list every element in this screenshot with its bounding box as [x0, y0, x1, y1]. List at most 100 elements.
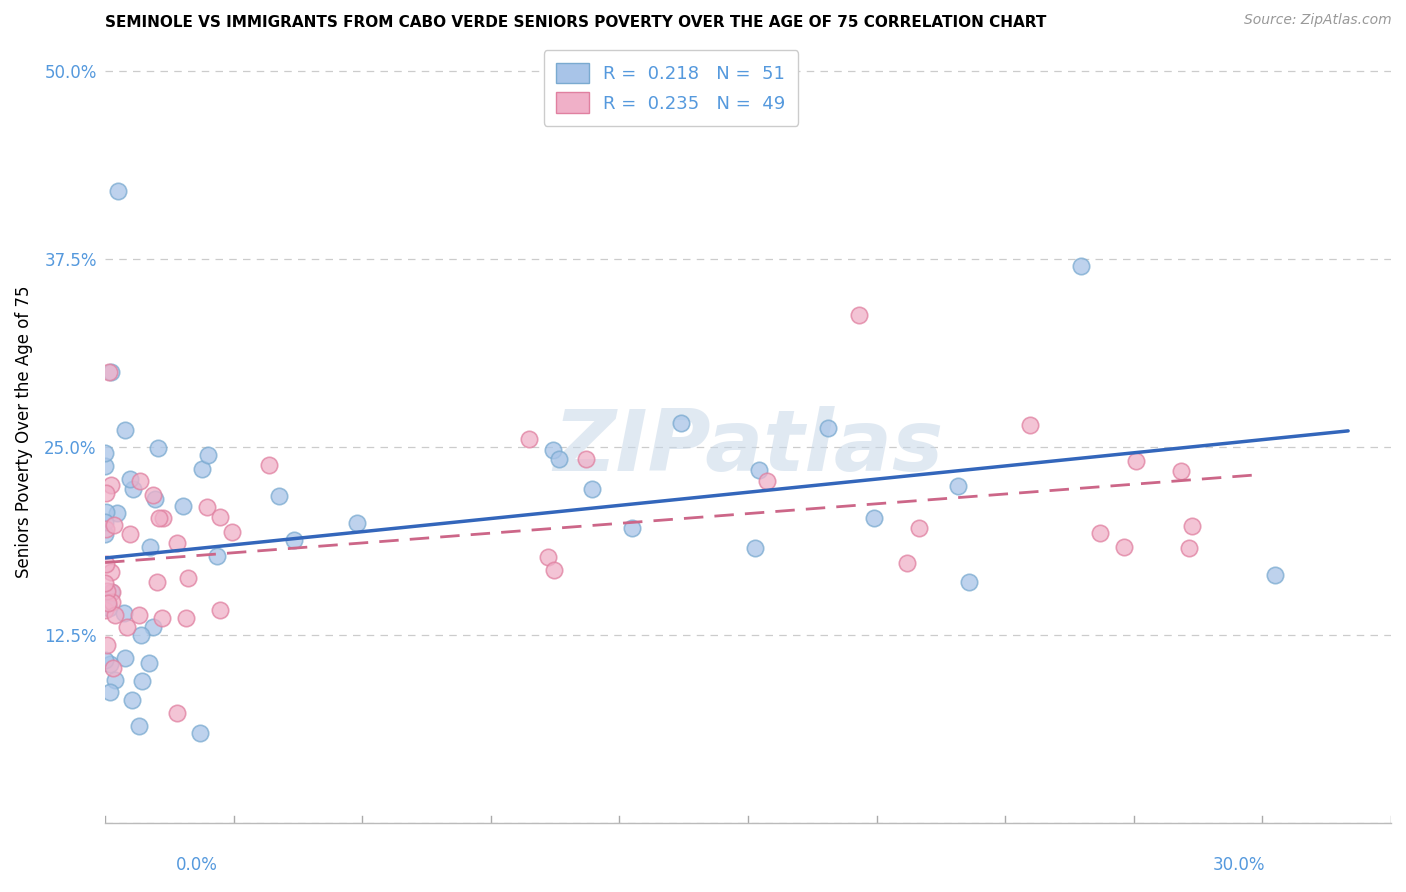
Point — [150, 611, 173, 625]
Point — [1125, 454, 1147, 468]
Point — [1090, 525, 1112, 540]
Point — [101, 584, 124, 599]
Point — [96, 639, 118, 653]
Point — [94, 603, 117, 617]
Point — [94, 575, 117, 590]
Point — [94, 527, 117, 541]
Point — [1178, 541, 1201, 556]
Point — [817, 421, 839, 435]
Point — [128, 474, 150, 488]
Point — [190, 462, 212, 476]
Point — [946, 478, 969, 492]
Point — [257, 458, 280, 473]
Point — [1112, 541, 1135, 555]
Point — [107, 185, 129, 199]
Point — [581, 482, 603, 496]
Point — [748, 463, 770, 477]
Legend: R =  0.218   N =  51, R =  0.235   N =  49: R = 0.218 N = 51, R = 0.235 N = 49 — [544, 50, 799, 126]
Y-axis label: Seniors Poverty Over the Age of 75: Seniors Poverty Over the Age of 75 — [15, 286, 32, 578]
Point — [146, 574, 169, 589]
Point — [172, 499, 194, 513]
Point — [166, 706, 188, 720]
Point — [152, 511, 174, 525]
Point — [1170, 464, 1192, 478]
Point — [96, 584, 118, 599]
Point — [744, 541, 766, 556]
Point — [166, 536, 188, 550]
Point — [100, 585, 122, 599]
Point — [128, 719, 150, 733]
Point — [120, 472, 142, 486]
Point — [190, 726, 212, 740]
Point — [118, 526, 141, 541]
Point — [209, 603, 232, 617]
Point — [104, 608, 127, 623]
Point — [103, 661, 125, 675]
Point — [97, 596, 120, 610]
Point — [620, 521, 643, 535]
Point — [94, 522, 117, 536]
Point — [100, 565, 122, 579]
Point — [848, 308, 870, 322]
Point — [907, 521, 929, 535]
Point — [346, 516, 368, 530]
Point — [94, 486, 117, 500]
Point — [145, 491, 167, 506]
Text: 30.0%: 30.0% — [1213, 856, 1265, 874]
Point — [104, 673, 127, 688]
Text: Source: ZipAtlas.com: Source: ZipAtlas.com — [1244, 13, 1392, 28]
Point — [112, 607, 135, 621]
Point — [177, 571, 200, 585]
Point — [174, 610, 197, 624]
Point — [100, 478, 122, 492]
Point — [114, 423, 136, 437]
Point — [197, 448, 219, 462]
Point — [541, 443, 564, 458]
Point — [142, 620, 165, 634]
Point — [1018, 417, 1040, 432]
Point — [575, 451, 598, 466]
Point — [94, 589, 117, 603]
Point — [205, 549, 228, 563]
Point — [121, 693, 143, 707]
Point — [100, 365, 122, 379]
Point — [139, 540, 162, 554]
Point — [138, 656, 160, 670]
Point — [122, 482, 145, 496]
Point — [756, 474, 779, 488]
Point — [103, 518, 125, 533]
Point — [195, 500, 218, 514]
Point — [131, 628, 153, 642]
Point — [98, 685, 121, 699]
Point — [114, 650, 136, 665]
Point — [142, 488, 165, 502]
Text: ZIPatlas: ZIPatlas — [553, 407, 943, 490]
Point — [128, 608, 150, 623]
Point — [671, 416, 693, 430]
Point — [94, 515, 117, 529]
Point — [131, 674, 153, 689]
Point — [94, 653, 117, 667]
Point — [547, 452, 569, 467]
Point — [896, 556, 918, 570]
Point — [100, 595, 122, 609]
Point — [1264, 567, 1286, 582]
Point — [94, 446, 117, 460]
Point — [957, 574, 980, 589]
Point — [146, 441, 169, 455]
Point — [94, 459, 117, 474]
Point — [96, 557, 118, 571]
Point — [863, 511, 886, 525]
Point — [209, 509, 232, 524]
Point — [283, 533, 305, 547]
Point — [97, 601, 120, 615]
Point — [1070, 259, 1092, 273]
Point — [105, 506, 128, 520]
Point — [148, 510, 170, 524]
Text: 0.0%: 0.0% — [176, 856, 218, 874]
Text: SEMINOLE VS IMMIGRANTS FROM CABO VERDE SENIORS POVERTY OVER THE AGE OF 75 CORREL: SEMINOLE VS IMMIGRANTS FROM CABO VERDE S… — [105, 15, 1046, 30]
Point — [536, 549, 558, 564]
Point — [94, 593, 117, 607]
Point — [98, 657, 121, 672]
Point — [221, 525, 243, 540]
